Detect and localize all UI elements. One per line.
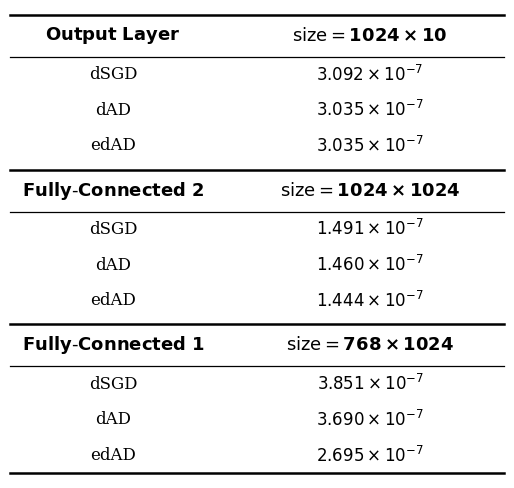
Text: edAD: edAD [90,447,136,464]
Text: $1.491 \times 10^{-7}$: $1.491 \times 10^{-7}$ [316,219,424,240]
Text: $\mathrm{size} = \mathbf{768\times1024}$: $\mathrm{size} = \mathbf{768\times1024}$ [286,336,454,354]
Text: $3.092 \times 10^{-7}$: $3.092 \times 10^{-7}$ [317,64,424,84]
Text: $3.035 \times 10^{-7}$: $3.035 \times 10^{-7}$ [316,100,424,120]
Text: $3.690 \times 10^{-7}$: $3.690 \times 10^{-7}$ [316,410,424,430]
Text: dAD: dAD [95,411,131,428]
Text: $\mathbf{Output\ Layer}$: $\mathbf{Output\ Layer}$ [45,25,181,46]
Text: $3.851 \times 10^{-7}$: $3.851 \times 10^{-7}$ [317,374,424,394]
Text: edAD: edAD [90,137,136,154]
Text: $\mathbf{Fully\text{-}Connected\ 1}$: $\mathbf{Fully\text{-}Connected\ 1}$ [22,334,205,356]
Text: dAD: dAD [95,257,131,274]
Text: dSGD: dSGD [89,66,137,83]
Text: $3.035 \times 10^{-7}$: $3.035 \times 10^{-7}$ [316,136,424,156]
Text: dSGD: dSGD [89,376,137,393]
Text: $\mathbf{Fully\text{-}Connected\ 2}$: $\mathbf{Fully\text{-}Connected\ 2}$ [22,180,204,202]
Text: $1.460 \times 10^{-7}$: $1.460 \times 10^{-7}$ [316,255,424,275]
Text: edAD: edAD [90,292,136,309]
Text: dAD: dAD [95,102,131,119]
Text: $\mathrm{size} = \mathbf{1024\times10}$: $\mathrm{size} = \mathbf{1024\times10}$ [292,27,448,45]
Text: dSGD: dSGD [89,221,137,238]
Text: $1.444 \times 10^{-7}$: $1.444 \times 10^{-7}$ [316,291,424,311]
Text: $2.695 \times 10^{-7}$: $2.695 \times 10^{-7}$ [316,446,424,466]
Text: $\mathrm{size} = \mathbf{1024\times1024}$: $\mathrm{size} = \mathbf{1024\times1024}… [280,182,461,200]
